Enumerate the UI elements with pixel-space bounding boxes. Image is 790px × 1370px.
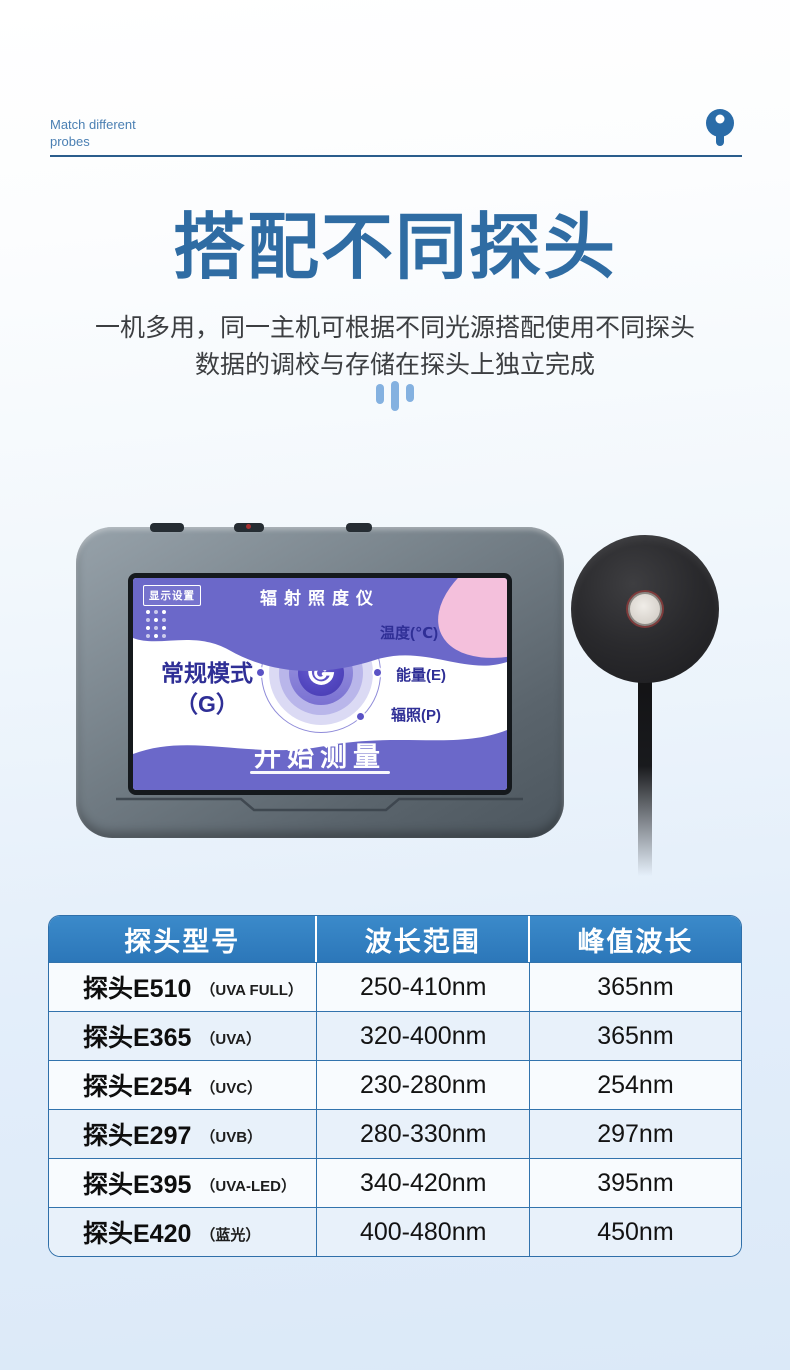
probe-model-tag: （UVA-LED） [200, 1177, 296, 1195]
probe-spec-table: 探头型号 波长范围 峰值波长 探头E510 （UVA FULL） 250-410… [48, 915, 742, 1257]
probe-sensor-window [628, 592, 662, 626]
screen-title: 辐射照度仪 [260, 589, 380, 608]
probe-model-name: 探头E254 [83, 1073, 192, 1101]
cell-model: 探头E254 （UVC） [49, 1061, 318, 1109]
dial-node-dot [357, 713, 364, 720]
probe-model-tag: （UVC） [200, 1079, 263, 1097]
probe-disc [571, 535, 719, 683]
dial-node-dot [363, 631, 370, 638]
cell-peak-wavelength: 365nm [597, 1021, 674, 1050]
cell-wavelength-range: 400-480nm [317, 1208, 530, 1256]
menu-dots-grid [146, 610, 166, 638]
probe-model-name: 探头E365 [83, 1024, 192, 1052]
mode-label-line2: （G） [175, 691, 239, 717]
mode-label: 常规模式 （G） [145, 658, 269, 720]
header-divider-line [50, 155, 742, 157]
decorative-bar [391, 381, 399, 411]
table-row: 探头E395 （UVA-LED） 340-420nm 395nm [49, 1158, 741, 1207]
table-row: 探头E510 （UVA FULL） 250-410nm 365nm [49, 962, 741, 1011]
description-line1: 一机多用，同一主机可根据不同光源搭配使用不同探头 [94, 314, 695, 342]
meter-device: 显示设置 辐射照度仪 常规模式 （G） 温度(℃) 能量(E) 辐照(P) 开始… [76, 523, 564, 838]
column-header-range: 波长范围 [317, 916, 530, 962]
section-label-en: Match different probes [50, 116, 136, 150]
dial-node-dot [257, 669, 264, 676]
probe-model-name: 探头E510 [83, 975, 192, 1003]
table-header-row: 探头型号 波长范围 峰值波长 [49, 916, 741, 962]
cell-wavelength-range: 250-410nm [317, 963, 530, 1011]
cell-peak-wavelength: 254nm [597, 1070, 674, 1099]
screen-menu-energy: 能量(E) [396, 667, 446, 684]
mode-dial [257, 613, 381, 733]
device-indicator-dot [246, 524, 251, 529]
cell-model: 探头E420 （蓝光） [49, 1208, 318, 1256]
table-row: 探头E365 （UVA） 320-400nm 365nm [49, 1011, 741, 1060]
decorative-bar [376, 384, 384, 404]
location-pin-icon [706, 109, 734, 146]
cell-wavelength-range: 230-280nm [317, 1061, 530, 1109]
device-screen: 显示设置 辐射照度仪 常规模式 （G） 温度(℃) 能量(E) 辐照(P) 开始… [128, 573, 512, 795]
device-top-button [346, 523, 372, 532]
cell-wavelength-range: 280-330nm [317, 1110, 530, 1158]
cell-peak-wavelength: 297nm [597, 1119, 674, 1148]
device-top-button [150, 523, 184, 532]
probe-model-tag: （UVB） [200, 1128, 263, 1146]
screen-menu-temperature: 温度(℃) [380, 625, 439, 642]
dial-node-dot [374, 669, 381, 676]
decorative-bars [0, 381, 790, 417]
probe-model-tag: （蓝光） [200, 1226, 261, 1244]
probe-model-name: 探头E297 [83, 1122, 192, 1150]
cell-model: 探头E297 （UVB） [49, 1110, 318, 1158]
cell-model: 探头E510 （UVA FULL） [49, 963, 318, 1011]
table-row: 探头E420 （蓝光） 400-480nm 450nm [49, 1207, 741, 1256]
dial-core [298, 650, 344, 696]
probe-cable [638, 676, 652, 876]
probe-model-tag: （UVA FULL） [200, 981, 303, 999]
column-header-peak: 峰值波长 [577, 926, 694, 957]
start-measure-button: 开始测量 [254, 742, 386, 772]
description-line2: 数据的调校与存储在探头上独立完成 [194, 351, 595, 379]
cell-peak-wavelength: 365nm [597, 972, 674, 1001]
cell-model: 探头E395 （UVA-LED） [49, 1159, 318, 1207]
table-row: 探头E297 （UVB） 280-330nm 297nm [49, 1109, 741, 1158]
decorative-bar [406, 384, 414, 402]
mode-label-line1: 常规模式 [161, 660, 253, 686]
cell-wavelength-range: 340-420nm [317, 1159, 530, 1207]
section-label-line2: probes [50, 134, 90, 149]
logo-g-icon [308, 659, 335, 685]
table-body: 探头E510 （UVA FULL） 250-410nm 365nm 探头E365… [49, 962, 741, 1256]
screen-menu-irradiance: 辐照(P) [391, 707, 441, 724]
cell-wavelength-range: 320-400nm [317, 1012, 530, 1060]
probe-model-name: 探头E395 [83, 1171, 192, 1199]
column-header-model: 探头型号 [49, 916, 318, 962]
page-title: 搭配不同探头 [172, 208, 617, 288]
table-row: 探头E254 （UVC） 230-280nm 254nm [49, 1060, 741, 1109]
probe-model-name: 探头E420 [83, 1220, 192, 1248]
section-label-line1: Match different [50, 117, 136, 132]
cell-model: 探头E365 （UVA） [49, 1012, 318, 1060]
cell-peak-wavelength: 450nm [597, 1217, 674, 1246]
page-description: 一机多用，同一主机可根据不同光源搭配使用不同探头 数据的调校与存储在探头上独立完… [0, 310, 790, 384]
probe-model-tag: （UVA） [200, 1030, 261, 1048]
start-button-underline [250, 771, 390, 774]
cell-peak-wavelength: 395nm [597, 1168, 674, 1197]
